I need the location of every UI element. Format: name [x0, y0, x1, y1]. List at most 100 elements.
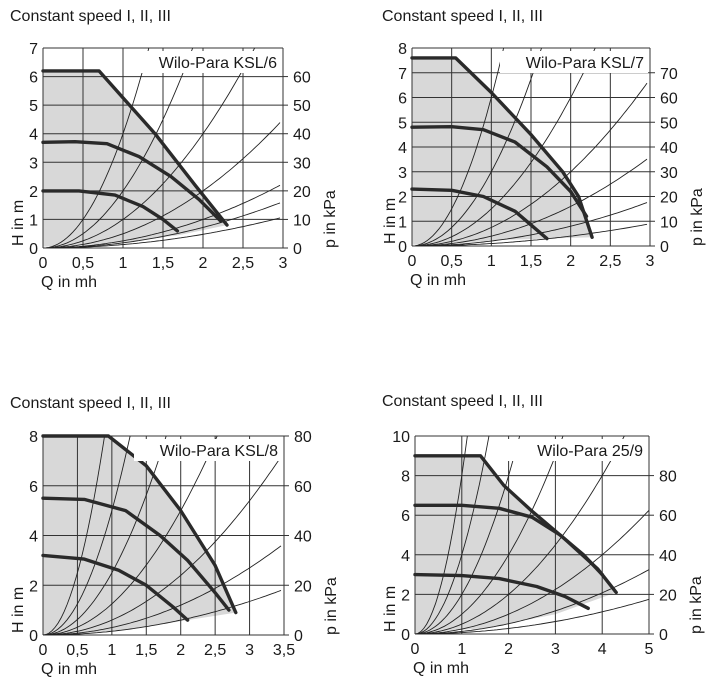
model-legend-label: Wilo-Para 25/9 [537, 443, 643, 460]
y-tick-label: 5 [29, 98, 38, 115]
y2-tick-label: 50 [293, 98, 311, 115]
x-tick-label: 4 [598, 641, 607, 658]
y2-tick-label: 60 [294, 479, 312, 496]
x-tick-label: 2,5 [204, 642, 226, 659]
chart-title: Constant speed I, II, III [10, 8, 171, 25]
y-tick-label: 4 [29, 127, 38, 144]
x-tick-label: 3 [245, 642, 254, 659]
system-curve [43, 48, 194, 248]
system-curve [43, 436, 131, 635]
y2-tick-label: 20 [293, 184, 311, 201]
y-tick-label: 0 [29, 241, 38, 258]
x-tick-label: 1 [107, 642, 116, 659]
y2-tick-label: 0 [294, 628, 303, 645]
x-tick-label: 1,5 [135, 642, 157, 659]
model-legend-label: Wilo-Para KSL/7 [526, 55, 644, 72]
pump-curve-speed-2 [413, 503, 604, 577]
system-curve [43, 184, 281, 248]
y2-axis-label: p in kPa [323, 577, 340, 635]
system-curve [43, 545, 282, 635]
system-curve [43, 436, 106, 635]
x-tick-label: 2 [504, 641, 513, 658]
y-tick-label: 2 [29, 184, 38, 201]
y2-tick-label: 10 [660, 214, 678, 231]
y2-tick-label: 0 [293, 241, 302, 258]
model-legend-label: Wilo-Para KSL/8 [160, 443, 278, 460]
y2-tick-label: 20 [660, 190, 678, 207]
pump-curve-speed-1 [41, 69, 229, 227]
x-tick-label: 2 [566, 253, 575, 270]
model-legend-label: Wilo-Para KSL/6 [159, 55, 277, 72]
x-tick-label: 3 [646, 253, 655, 270]
model-legend-box [134, 439, 282, 461]
x-tick-label: 0,5 [72, 255, 94, 272]
y-tick-label: 3 [29, 155, 38, 172]
x-tick-label: 1 [487, 253, 496, 270]
x-tick-label: 0 [39, 642, 48, 659]
pump-curve-speed-3 [41, 553, 190, 622]
y-axis-label: H in m [10, 587, 27, 633]
x-tick-label: 2 [176, 642, 185, 659]
model-legend-box [499, 439, 647, 461]
system-curve [412, 48, 543, 246]
y2-axis-label: p in kPa [688, 576, 705, 634]
y2-tick-label: 40 [660, 140, 678, 157]
system-curve [43, 48, 150, 248]
y2-tick-label: 40 [659, 548, 677, 565]
system-curve [415, 436, 625, 634]
x-tick-label: 1 [119, 255, 128, 272]
y-tick-label: 4 [29, 529, 38, 546]
y-tick-label: 5 [398, 115, 407, 132]
pump-curve-speed-1 [41, 434, 238, 615]
pump-curve-speed-1 [410, 56, 594, 239]
pump-curve-speed-2 [41, 496, 231, 612]
system-curve [43, 202, 281, 248]
y2-axis-label: p in kPa [322, 190, 339, 248]
y2-tick-label: 50 [660, 115, 678, 132]
model-legend-box [133, 51, 281, 73]
system-curve [412, 223, 648, 246]
y-tick-label: 2 [29, 578, 38, 595]
y-tick-label: 8 [401, 469, 410, 486]
chart-title: Constant speed I, II, III [10, 395, 171, 412]
x-axis-label: Q in mh [41, 274, 97, 291]
y-axis-label: H in m [10, 200, 27, 246]
system-curve [415, 436, 490, 634]
y-tick-label: 6 [401, 508, 410, 525]
y2-tick-label: 60 [660, 91, 678, 108]
chart-panel-ksl6: Constant speed I, II, III 0 1 2 3 4 5 6 7 0 0,5 1 1… [10, 8, 340, 303]
y2-tick-label: 30 [660, 165, 678, 182]
x-tick-label: 0 [39, 255, 48, 272]
pump-curve-speed-3 [41, 189, 180, 233]
system-curve [415, 509, 649, 634]
y2-tick-label: 40 [294, 529, 312, 546]
y-tick-label: 1 [29, 212, 38, 229]
x-axis-label: Q in mh [410, 272, 466, 289]
system-curves [412, 48, 648, 246]
y-axis-label: H in m [382, 586, 399, 632]
y-tick-label: 4 [398, 140, 407, 157]
y2-tick-label: 60 [659, 508, 677, 525]
x-tick-label: 1,5 [520, 253, 542, 270]
y2-tick-label: 30 [293, 155, 311, 172]
y-tick-label: 0 [401, 627, 410, 644]
y-tick-label: 0 [29, 628, 38, 645]
y2-tick-label: 20 [659, 587, 677, 604]
y2-tick-label: 40 [293, 127, 311, 144]
x-tick-label: 1,5 [152, 255, 174, 272]
y2-tick-label: 0 [659, 627, 668, 644]
x-tick-label: 0 [408, 253, 417, 270]
y-tick-label: 1 [398, 214, 407, 231]
y2-tick-label: 80 [659, 469, 677, 486]
y-tick-label: 7 [398, 66, 407, 83]
chart-panel-ksl7: Constant speed I, II, III 0 1 2 3 4 5 6 7 8 0 0,5 1… [382, 8, 717, 303]
y-tick-label: 8 [398, 41, 407, 58]
x-tick-label: 2 [199, 255, 208, 272]
system-curve [412, 82, 648, 246]
y2-tick-label: 60 [293, 70, 311, 87]
model-legend-box [500, 51, 648, 73]
y-tick-label: 2 [401, 587, 410, 604]
